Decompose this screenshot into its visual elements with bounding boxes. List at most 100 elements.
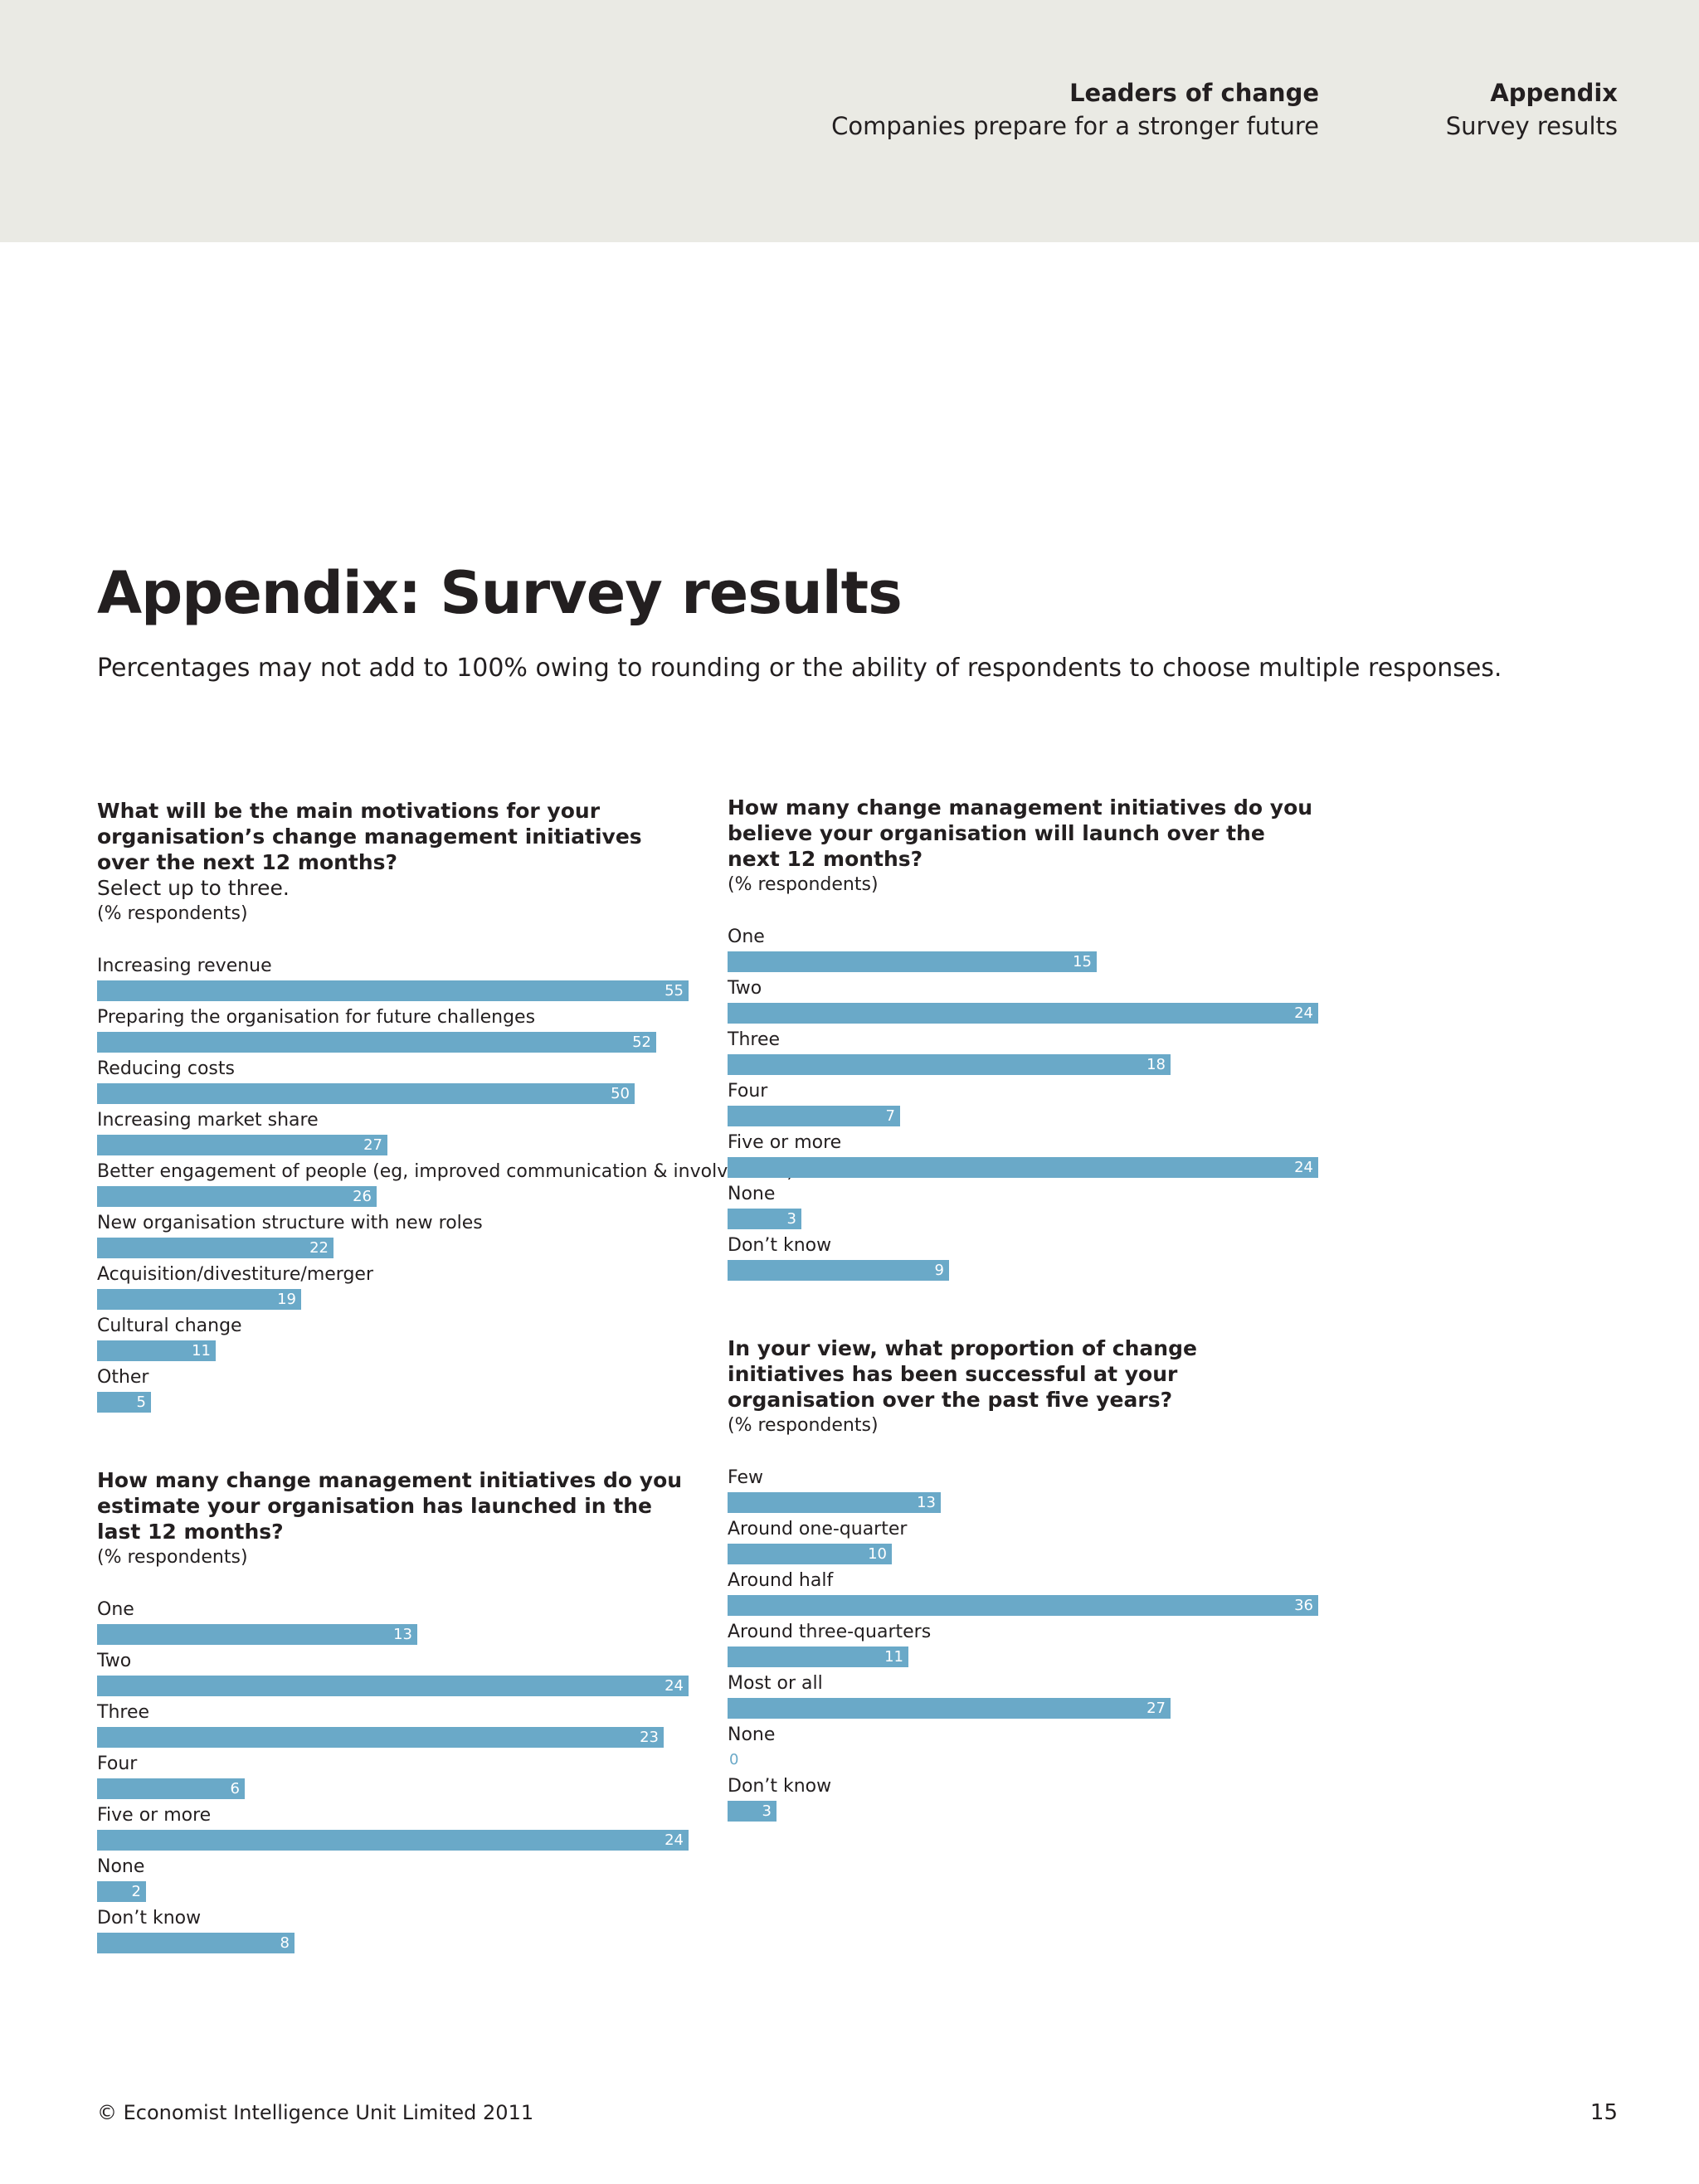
bar-row: One 15 (728, 922, 1318, 974)
bar (728, 1801, 776, 1822)
category-label: Most or all (728, 1673, 823, 1694)
chart-motivations: What will be the main motivations for yo… (97, 798, 794, 1414)
bar-track: 9 (728, 1260, 1318, 1281)
bar-track: 50 (97, 1083, 689, 1104)
footer-copyright: © Economist Intelligence Unit Limited 20… (97, 2101, 534, 2124)
category-label: Two (728, 978, 762, 999)
bar-row: Three 18 (728, 1025, 1318, 1077)
data-label: 27 (363, 1136, 382, 1154)
data-label: 3 (786, 1210, 796, 1228)
data-label: 7 (885, 1107, 895, 1125)
bar (728, 1209, 801, 1229)
data-label: 24 (665, 1831, 684, 1849)
bar-track: 24 (97, 1676, 689, 1696)
bar (728, 1157, 1318, 1178)
category-label: Three (728, 1029, 781, 1050)
report-heading: Leaders of change Companies prepare for … (831, 76, 1319, 143)
bar-track: 27 (728, 1698, 1318, 1719)
category-label: Cultural change (97, 1316, 242, 1336)
bar-row: Better engagement of people (eg, improve… (97, 1157, 794, 1209)
category-label: Five or more (97, 1805, 212, 1826)
bar (97, 1083, 635, 1104)
page-number: 15 (1589, 2100, 1618, 2125)
bar-row: Five or more 24 (728, 1128, 1318, 1180)
data-label: 24 (1294, 1159, 1313, 1176)
chart-question: What will be the main motivations for yo… (97, 799, 642, 874)
bar-row: Four 7 (728, 1077, 1318, 1128)
chart-bars: One 13 Two 24 Three 23 Four 6 Five or more 24 None… (97, 1595, 689, 1955)
bar-row: Acquisition/divestiture/merger 19 (97, 1260, 689, 1311)
category-label: One (97, 1599, 134, 1620)
category-label: None (728, 1184, 776, 1204)
page-title: Appendix: Survey results (97, 559, 903, 627)
page-subtitle: Percentages may not add to 100% owing to… (97, 654, 1502, 683)
bar (97, 1238, 333, 1258)
data-label: 52 (632, 1034, 651, 1051)
bar-track: 23 (97, 1727, 689, 1748)
chart-launched-last: How many change management initiatives d… (97, 1467, 689, 1955)
bar-row: Around one-quarter 10 (728, 1515, 1318, 1566)
chart-bars: One 15 Two 24 Three 18 Four 7 Five or more 24 None… (728, 922, 1318, 1282)
data-label: 55 (665, 982, 684, 1000)
bar-row: Most or all 27 (728, 1669, 1318, 1720)
category-label: Don’t know (97, 1908, 202, 1929)
bar-track: 52 (97, 1032, 689, 1053)
category-label: Increasing market share (97, 1110, 319, 1131)
bar (728, 1106, 900, 1126)
bar-track: 55 (97, 980, 689, 1001)
bar (97, 1340, 216, 1361)
category-label: None (728, 1724, 776, 1745)
bar-row: Around three-quarters 11 (728, 1617, 1318, 1669)
category-label: Increasing revenue (97, 956, 272, 976)
category-label: Five or more (728, 1132, 842, 1153)
bar-row: Two 24 (97, 1647, 689, 1698)
bar (97, 1289, 301, 1310)
data-label: 22 (309, 1239, 329, 1257)
data-label: 13 (917, 1494, 936, 1511)
data-label: 11 (884, 1648, 903, 1666)
data-label: 24 (665, 1677, 684, 1695)
bar (728, 1003, 1318, 1024)
bar (97, 1778, 245, 1799)
data-label: 2 (131, 1883, 141, 1900)
header-band: Leaders of change Companies prepare for … (0, 0, 1699, 242)
bar-track: 7 (728, 1106, 1318, 1126)
bar-track: 8 (97, 1933, 689, 1953)
section-heading: Appendix Survey results (1446, 76, 1618, 143)
chart-question: How many change management initiatives d… (97, 1468, 683, 1544)
category-label: Four (97, 1754, 138, 1774)
category-label: Better engagement of people (eg, improve… (97, 1161, 794, 1182)
bar (97, 1624, 417, 1645)
data-label: 13 (393, 1626, 412, 1643)
data-label: 5 (136, 1394, 146, 1411)
bar-track: 3 (728, 1801, 1318, 1822)
bar-track: 26 (97, 1186, 689, 1207)
bar (97, 1186, 377, 1207)
bar (728, 1492, 941, 1513)
bar-row: None 0 (728, 1720, 1318, 1772)
chart-question: How many change management initiatives d… (728, 795, 1313, 871)
chart-question: In your view, what proportion of change … (728, 1336, 1197, 1412)
bar (97, 1933, 295, 1953)
bar-track: 11 (97, 1340, 689, 1361)
category-label: Don’t know (728, 1235, 832, 1256)
bar-track: 6 (97, 1778, 689, 1799)
bar (97, 1881, 146, 1902)
bar (728, 1698, 1171, 1719)
data-label: 50 (611, 1085, 630, 1102)
report-title: Leaders of change (1069, 79, 1319, 107)
bar-row: None 3 (728, 1180, 1318, 1231)
bar (97, 1676, 689, 1696)
chart-launch-next: How many change management initiatives d… (728, 795, 1318, 1282)
category-label: Few (728, 1467, 763, 1488)
bar (97, 1032, 656, 1053)
bar-row: One 13 (97, 1595, 689, 1647)
bar-track: 36 (728, 1595, 1318, 1616)
section-title: Appendix (1490, 79, 1618, 107)
data-label: 9 (934, 1262, 944, 1279)
data-label: 26 (353, 1188, 372, 1205)
chart-bars: Increasing revenue 55 Preparing the organi… (97, 951, 794, 1414)
bar-row: Don’t know 8 (97, 1904, 689, 1955)
category-label: Around half (728, 1570, 834, 1591)
bar-row: None 2 (97, 1852, 689, 1904)
